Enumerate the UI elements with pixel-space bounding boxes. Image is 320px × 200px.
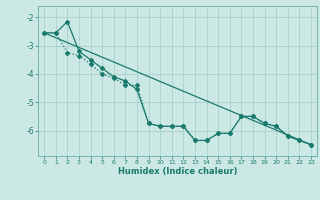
- X-axis label: Humidex (Indice chaleur): Humidex (Indice chaleur): [118, 167, 237, 176]
